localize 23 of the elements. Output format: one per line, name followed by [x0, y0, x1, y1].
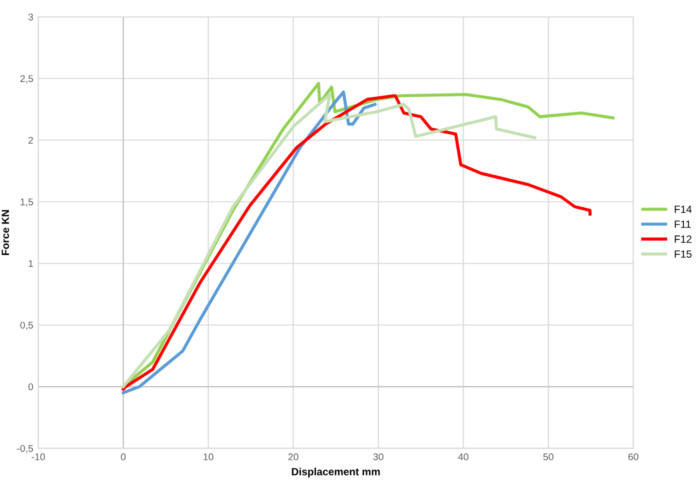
- y-tick-label: 1,5: [20, 198, 34, 207]
- line-series: [122, 90, 376, 394]
- x-tick-label: 50: [543, 453, 554, 460]
- legend-label: F15: [674, 250, 692, 258]
- y-tick-label: 2,5: [20, 75, 34, 84]
- y-axis-title: Force KN: [2, 210, 10, 256]
- x-tick-label: 40: [458, 453, 468, 460]
- y-tick-label: 0: [28, 383, 34, 390]
- x-tick-label: 10: [204, 453, 214, 460]
- x-tick-label: 30: [373, 453, 384, 460]
- x-tick-label: -10: [32, 453, 45, 460]
- x-tick-label: 0: [120, 453, 126, 460]
- y-tick-label: 2: [28, 136, 33, 144]
- legend-label: F12: [674, 235, 692, 243]
- y-tick-label: 0,5: [20, 322, 34, 330]
- y-tick-label: 1: [28, 260, 33, 267]
- x-tick-label: 20: [288, 453, 298, 460]
- legend-label: F11: [674, 220, 691, 228]
- y-tick-label: 3: [28, 14, 33, 20]
- y-tick-label: -0,5: [17, 444, 34, 454]
- legend-label: F14: [674, 206, 692, 213]
- x-axis-title: Displacement mm: [292, 468, 380, 478]
- x-tick-label: 60: [628, 453, 638, 460]
